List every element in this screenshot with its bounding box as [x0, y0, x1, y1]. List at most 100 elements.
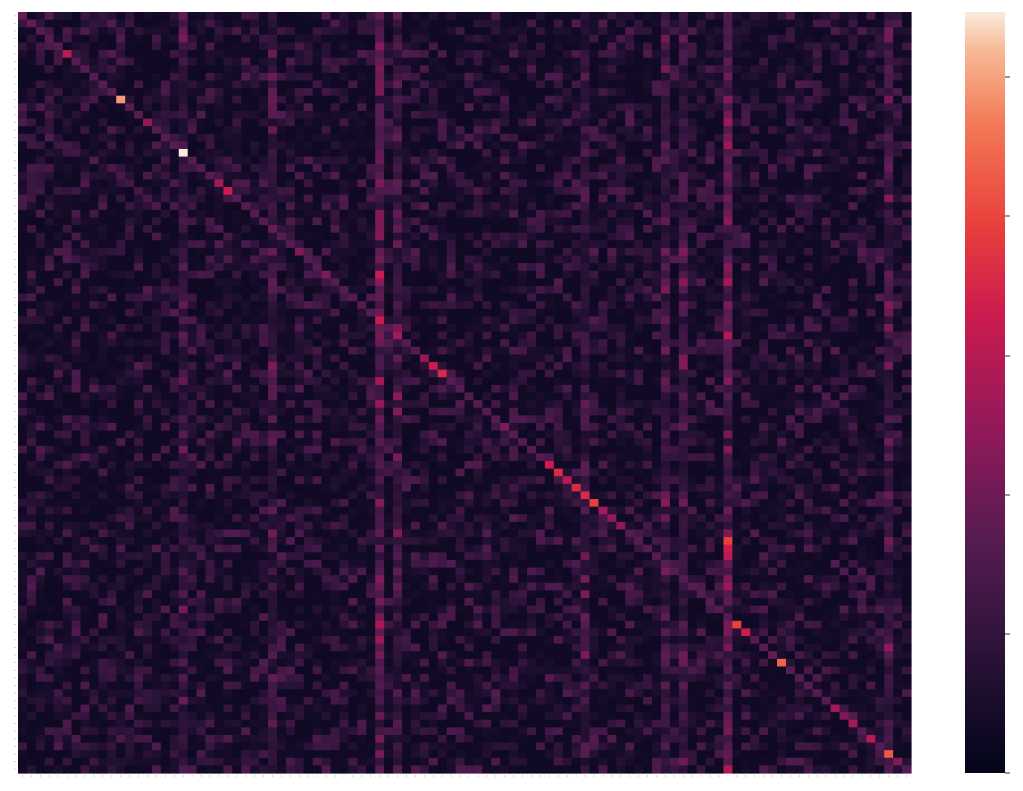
heatmap-cell-r4-c78 [714, 42, 725, 51]
heatmap-cell-r46-c37 [348, 362, 358, 371]
heatmap-cell-r27-c25 [241, 217, 251, 226]
heatmap-cell-r37-c53 [491, 293, 501, 302]
heatmap-cell-r9-c82 [750, 80, 760, 89]
heatmap-cell-r18-c13 [134, 148, 144, 158]
heatmap-cell-r29-c60 [553, 232, 564, 241]
heatmap-cell-r7-c64 [589, 65, 600, 74]
heatmap-cell-r48-c75 [687, 377, 698, 386]
heatmap-cell-r33-c14 [143, 263, 153, 272]
heatmap-cell-r25-c68 [625, 202, 635, 211]
heatmap-cell-r3-c20 [196, 34, 207, 44]
heatmap-cell-r4-c71 [652, 42, 662, 51]
heatmap-cell-r24-c8 [89, 194, 99, 203]
heatmap-cell-r32-c49 [455, 255, 466, 264]
heatmap-cell-r34-c45 [419, 270, 430, 279]
heatmap-cell-r38-c49 [455, 301, 466, 310]
heatmap-cell-r0-c78 [714, 12, 725, 21]
heatmap-cell-r5-c55 [509, 50, 519, 59]
heatmap-cell-r21-c56 [518, 171, 528, 181]
heatmap-cell-r19-c82 [750, 156, 760, 165]
heatmap-cell-r4-c73 [669, 42, 680, 51]
heatmap-cell-r37-c43 [401, 293, 412, 302]
heatmap-cell-r19-c41 [384, 156, 394, 165]
heatmap-cell-r18-c57 [527, 148, 537, 158]
heatmap-cell-r44-c37 [348, 346, 358, 356]
heatmap-cell-r9-c34 [321, 80, 332, 89]
heatmap-cell-r44-c60 [553, 346, 564, 356]
heatmap-cell-r37-c15 [151, 293, 162, 302]
heatmap-cell-r42-c18 [178, 331, 189, 340]
heatmap-cell-r7-c89 [812, 65, 823, 74]
heatmap-cell-r5-c94 [857, 50, 867, 59]
heatmap-cell-r26-c99 [902, 209, 912, 219]
heatmap-cell-r45-c53 [491, 354, 501, 363]
heatmap-cell-r10-c9 [98, 88, 108, 97]
heatmap-cell-r43-c38 [357, 339, 367, 348]
heatmap-cell-r5-c23 [223, 50, 233, 59]
heatmap-cell-r27-c96 [875, 217, 885, 226]
heatmap-cell-r36-c74 [678, 285, 689, 295]
heatmap-cell-r20-c74 [678, 164, 689, 173]
heatmap-cell-r15-c35 [330, 126, 341, 135]
heatmap-cell-r36-c81 [741, 285, 751, 295]
heatmap-cell-r10-c26 [250, 88, 260, 97]
heatmap-cell-r2-c63 [580, 27, 591, 36]
heatmap-cell-r2-c11 [116, 27, 126, 36]
heatmap-cell-r9-c53 [491, 80, 501, 89]
heatmap-cell-r9-c36 [339, 80, 350, 89]
heatmap-cell-r16-c83 [759, 133, 769, 142]
heatmap-cell-r35-c21 [205, 278, 216, 287]
heatmap-cell-r24-c47 [437, 194, 448, 203]
heatmap-cell-r22-c85 [777, 179, 787, 188]
heatmap-cell-r27-c72 [660, 217, 671, 226]
heatmap-cell-r16-c35 [330, 133, 341, 142]
heatmap-cell-r40-c26 [250, 316, 260, 325]
heatmap-cell-r13-c38 [357, 110, 367, 120]
heatmap-cell-r1-c68 [625, 19, 635, 28]
heatmap-cell-r37-c4 [53, 293, 64, 302]
heatmap-cell-r28-c45 [419, 225, 430, 234]
heatmap-cell-r19-c20 [196, 156, 207, 165]
heatmap-cell-r42-c85 [777, 331, 787, 340]
heatmap-cell-r1-c60 [553, 19, 564, 28]
heatmap-cell-r21-c6 [71, 171, 82, 181]
heatmap-cell-r31-c15 [151, 247, 162, 257]
heatmap-cell-r43-c65 [598, 339, 608, 348]
heatmap-cell-r21-c5 [62, 171, 73, 181]
heatmap-cell-r33-c8 [89, 263, 99, 272]
heatmap-cell-r37-c7 [80, 293, 91, 302]
heatmap-cell-r32-c33 [312, 255, 323, 264]
heatmap-cell-r30-c0 [18, 240, 28, 249]
heatmap-cell-r3-c66 [607, 34, 617, 44]
heatmap-cell-r46-c7 [80, 362, 91, 371]
heatmap-cell-r7-c6 [71, 65, 82, 74]
heatmap-cell-r9-c44 [410, 80, 421, 89]
heatmap-cell-r2-c30 [285, 27, 296, 36]
heatmap-cell-r49-c18 [178, 384, 189, 394]
heatmap-cell-r24-c24 [232, 194, 242, 203]
heatmap-cell-r46-c51 [473, 362, 483, 371]
heatmap-cell-r46-c47 [437, 362, 448, 371]
heatmap-cell-r3-c56 [518, 34, 528, 44]
heatmap-cell-r34-c47 [437, 270, 448, 279]
heatmap-cell-r13-c92 [839, 110, 850, 120]
heatmap-cell-r24-c5 [62, 194, 73, 203]
heatmap-cell-r40-c1 [26, 316, 37, 325]
heatmap-cell-r13-c53 [491, 110, 501, 120]
heatmap-cell-r14-c84 [768, 118, 778, 127]
heatmap-cell-r46-c68 [625, 362, 635, 371]
heatmap-cell-r38-c94 [857, 301, 867, 310]
heatmap-cell-r38-c28 [268, 301, 278, 310]
heatmap-cell-r9-c75 [687, 80, 698, 89]
heatmap-cell-r1-c77 [705, 19, 716, 28]
heatmap-cell-r16-c66 [607, 133, 617, 142]
heatmap-cell-r27-c51 [473, 217, 483, 226]
heatmap-cell-r22-c2 [35, 179, 46, 188]
heatmap-cell-r39-c37 [348, 308, 358, 317]
heatmap-cell-r33-c3 [44, 263, 55, 272]
heatmap-cell-r28-c59 [544, 225, 555, 234]
heatmap-cell-r36-c94 [857, 285, 867, 295]
heatmap-cell-r23-c56 [518, 187, 528, 196]
heatmap-cell-r28-c95 [866, 225, 876, 234]
heatmap-cell-r49-c30 [285, 384, 296, 394]
